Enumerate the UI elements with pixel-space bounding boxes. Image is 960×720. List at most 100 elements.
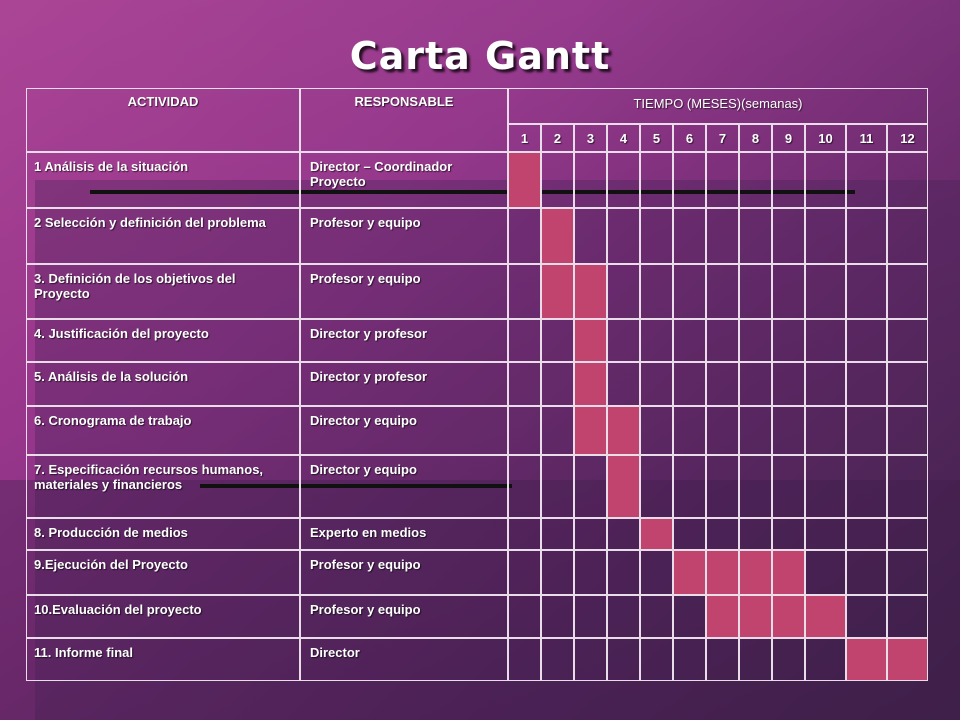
gantt-bar (706, 595, 739, 638)
gantt-cell (706, 319, 739, 362)
responsible-cell (300, 638, 508, 681)
gantt-cell (772, 208, 805, 264)
period-header-cell (508, 124, 541, 152)
gantt-cell (739, 518, 772, 550)
activity-label: 4. Justificación del proyecto (34, 326, 209, 341)
gantt-cell (607, 550, 640, 595)
gantt-cell (673, 638, 706, 681)
activity-label: 6. Cronograma de trabajo (34, 413, 192, 428)
gantt-cell (541, 518, 574, 550)
gantt-bar (805, 595, 846, 638)
period-label: 2 (553, 131, 562, 146)
gantt-cell (673, 406, 706, 455)
gantt-cell (846, 595, 887, 638)
gantt-cell (805, 455, 846, 518)
gantt-cell (739, 362, 772, 406)
gantt-cell (508, 455, 541, 518)
responsible-cell (300, 264, 508, 319)
activity-cell (26, 550, 300, 595)
gantt-cell (706, 208, 739, 264)
activity-cell (26, 319, 300, 362)
gantt-cell (805, 362, 846, 406)
period-label: 11 (859, 131, 874, 146)
gantt-cell (508, 518, 541, 550)
gantt-cell (541, 406, 574, 455)
gantt-cell (508, 550, 541, 595)
responsible-cell (300, 455, 508, 518)
gantt-bar (673, 550, 706, 595)
gantt-bar (846, 638, 887, 681)
gantt-cell (706, 518, 739, 550)
gantt-cell (739, 406, 772, 455)
responsible-label: Director (310, 645, 360, 660)
activity-cell (26, 264, 300, 319)
gantt-cell (541, 319, 574, 362)
header-time-cell (508, 88, 928, 124)
gantt-cell (541, 362, 574, 406)
gantt-cell (508, 406, 541, 455)
gantt-cell (706, 362, 739, 406)
responsible-cell (300, 319, 508, 362)
period-label: 3 (586, 131, 595, 146)
gantt-cell (673, 319, 706, 362)
gantt-cell (846, 550, 887, 595)
page-title: Carta Gantt (349, 34, 611, 78)
activity-label: 1 Análisis de la situación (34, 159, 189, 174)
gantt-bar (887, 638, 928, 681)
gantt-cell (640, 319, 673, 362)
activity-cell (26, 208, 300, 264)
gantt-cell (640, 152, 673, 208)
gantt-bar (508, 152, 541, 208)
gantt-cell (772, 638, 805, 681)
period-label: 12 (900, 131, 915, 146)
gantt-cell (607, 518, 640, 550)
gantt-cell (846, 208, 887, 264)
gantt-cell (887, 455, 928, 518)
gantt-bar (541, 208, 574, 264)
gantt-cell (607, 208, 640, 264)
gantt-cell (574, 152, 607, 208)
responsible-cell (300, 518, 508, 550)
gantt-bar (772, 550, 805, 595)
period-label: 5 (652, 131, 661, 146)
gantt-cell (846, 362, 887, 406)
gantt-cell (887, 406, 928, 455)
gantt-bar (574, 362, 607, 406)
activity-cell (26, 362, 300, 406)
gantt-cell (607, 362, 640, 406)
gantt-bar (574, 264, 607, 319)
responsible-label: Profesor y equipo (310, 602, 421, 617)
period-label: 10 (818, 131, 833, 146)
gantt-cell (706, 406, 739, 455)
header-responsible: RESPONSABLE (354, 94, 454, 109)
gantt-bar (772, 595, 805, 638)
gantt-cell (805, 638, 846, 681)
period-header-cell (706, 124, 739, 152)
period-header-cell (673, 124, 706, 152)
gantt-cell (805, 152, 846, 208)
gantt-bar (574, 319, 607, 362)
gantt-cell (640, 455, 673, 518)
gantt-cell (887, 152, 928, 208)
responsible-cell (300, 550, 508, 595)
gantt-bar (640, 518, 673, 550)
responsible-cell (300, 152, 508, 208)
responsible-label: Profesor y equipo (310, 215, 421, 230)
responsible-label: Director y profesor (310, 326, 428, 341)
gantt-cell (887, 208, 928, 264)
gantt-cell (574, 595, 607, 638)
gantt-cell (706, 455, 739, 518)
period-label: 1 (520, 131, 529, 146)
gantt-cell (541, 595, 574, 638)
gantt-cell (541, 152, 574, 208)
gantt-cell (887, 319, 928, 362)
gantt-cell (574, 550, 607, 595)
gantt-cell (673, 455, 706, 518)
gantt-bar (739, 595, 772, 638)
gantt-cell (772, 152, 805, 208)
gantt-cell (607, 152, 640, 208)
gantt-cell (887, 264, 928, 319)
responsible-label: Director – Coordinador Proyecto (310, 159, 453, 189)
gantt-cell (846, 455, 887, 518)
gantt-cell (574, 638, 607, 681)
